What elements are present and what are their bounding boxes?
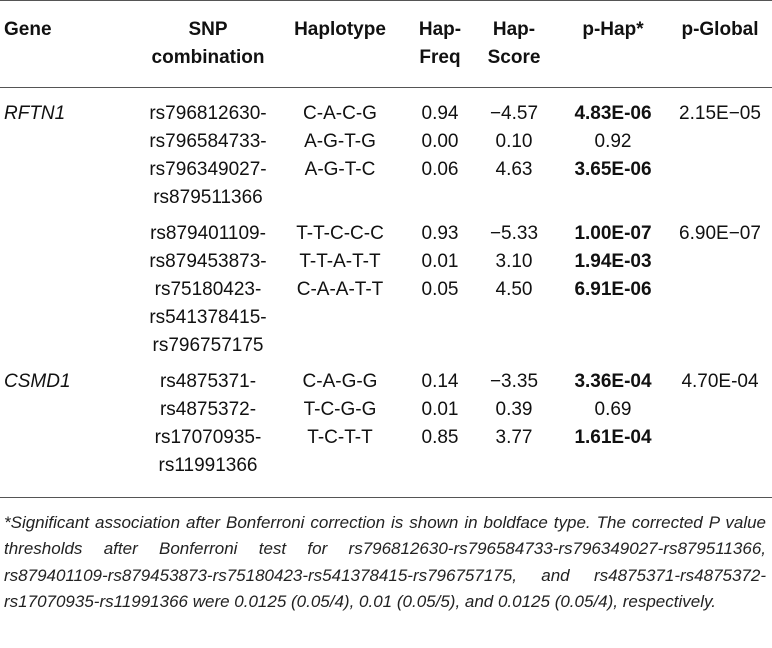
p-global-value: 4.70E-04: [681, 371, 759, 392]
gene-name: CSMD1: [4, 371, 71, 392]
header-snp-line1: SNP: [188, 19, 228, 40]
gene-name: RFTN1: [4, 103, 66, 124]
p-hap-value: 1.00E-07: [574, 223, 652, 244]
header-hapscore-line1: Hap-: [492, 19, 536, 40]
header-hapfreq-line2: Freq: [419, 47, 461, 68]
header-snp-line2: combination: [151, 47, 265, 68]
p-hap-value: 3.65E-06: [574, 159, 652, 180]
p-hap-column: 1.00E-07 1.94E-03 6.91E-06: [556, 220, 670, 304]
header-hapfreq-line1: Hap-: [418, 19, 462, 40]
header-rule: [0, 87, 772, 88]
bottom-rule: [0, 497, 772, 498]
header-p-hap: p-Hap*: [582, 19, 644, 40]
haplotype-column: C-A-G-G T-C-G-G T-C-T-T: [302, 371, 378, 448]
p-hap-value: 0.92: [594, 131, 632, 152]
snp-combination: rs796812630- rs796584733- rs796349027- r…: [149, 103, 267, 208]
p-global-value: 6.90E−07: [679, 223, 761, 244]
haplotype-column: C-A-C-G A-G-T-G A-G-T-C: [303, 103, 377, 180]
hap-score-column: −4.57 0.10 4.63: [489, 103, 539, 180]
hap-freq-column: 0.14 0.01 0.85: [421, 371, 459, 448]
p-hap-value: 1.61E-04: [574, 427, 652, 448]
header-p-global: p-Global: [681, 19, 759, 40]
header-hapscore-line2: Score: [487, 47, 541, 68]
p-hap-value: 6.91E-06: [574, 279, 652, 300]
p-hap-value: 0.69: [594, 399, 632, 420]
p-hap-value: 1.94E-03: [574, 251, 652, 272]
p-hap-column: 4.83E-06 0.92 3.65E-06: [556, 100, 670, 184]
hap-freq-column: 0.94 0.00 0.06: [421, 103, 459, 180]
header-gene: Gene: [4, 19, 52, 40]
haplotype-column: T-T-C-C-C T-T-A-T-T C-A-A-T-T: [296, 223, 384, 300]
snp-combination: rs4875371- rs4875372- rs17070935- rs1199…: [154, 371, 262, 476]
snp-combination: rs879401109- rs879453873- rs75180423- rs…: [149, 223, 267, 356]
p-global-value: 2.15E−05: [679, 103, 761, 124]
header-hap-score: Hap- Score: [472, 16, 556, 72]
hap-score-column: −5.33 3.10 4.50: [489, 223, 539, 300]
hap-freq-column: 0.93 0.01 0.05: [421, 223, 459, 300]
p-hap-column: 3.36E-04 0.69 1.61E-04: [556, 368, 670, 452]
hap-score-column: −3.35 0.39 3.77: [489, 371, 539, 448]
header-hap-freq: Hap- Freq: [404, 16, 476, 72]
p-hap-value: 3.36E-04: [574, 371, 652, 392]
header-haplotype: Haplotype: [294, 19, 386, 40]
header-snp-combination: SNP combination: [128, 16, 288, 72]
top-rule: [0, 0, 772, 1]
p-hap-value: 4.83E-06: [574, 103, 652, 124]
table-footnote: *Significant association after Bonferron…: [4, 513, 766, 612]
